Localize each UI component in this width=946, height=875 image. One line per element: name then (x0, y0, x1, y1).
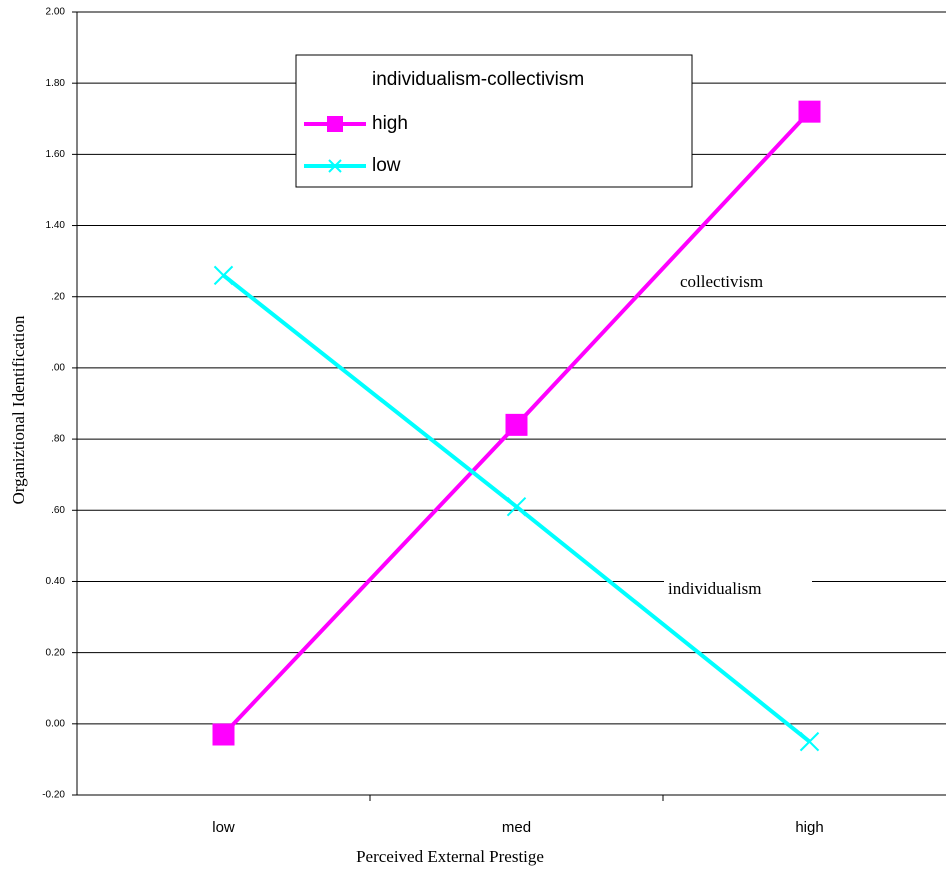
legend-title: individualism-collectivism (372, 69, 584, 90)
y-tick-label: 0.00 (46, 718, 66, 729)
legend-label: high (372, 113, 408, 134)
y-tick-label: .00 (51, 363, 65, 374)
marker (799, 731, 820, 752)
y-tick-label: .60 (51, 505, 65, 516)
marker (798, 100, 821, 123)
series-line (222, 273, 811, 744)
x-tick-label: high (795, 819, 823, 836)
y-tick-label: 1.80 (46, 78, 66, 89)
y-tick-label: .20 (51, 291, 65, 302)
marker (212, 723, 235, 746)
x-axis-label: Perceived External Prestige (356, 847, 544, 866)
legend-marker (328, 159, 342, 173)
annotation-bg (664, 580, 812, 600)
marker (505, 413, 528, 436)
y-axis-label: Organiztional Identification (9, 315, 28, 504)
y-tick-label: 0.40 (46, 576, 66, 587)
marker (213, 265, 234, 286)
annotation: collectivism (680, 272, 763, 291)
x-tick-label: med (502, 819, 531, 836)
y-tick-label: -0.20 (42, 790, 65, 801)
y-tick-label: 1.40 (46, 220, 66, 231)
legend-label: low (372, 155, 401, 176)
y-tick-label: 0.20 (46, 647, 66, 658)
annotation-bg (676, 273, 806, 293)
legend-marker (327, 116, 343, 132)
y-tick-label: 1.60 (46, 149, 66, 160)
marker (506, 497, 527, 517)
annotation: individualism (668, 579, 762, 598)
y-tick-label: .80 (51, 434, 65, 445)
y-tick-label: 2.00 (46, 7, 66, 18)
legend: individualism-collectivism high low (295, 54, 693, 188)
x-tick-label: low (212, 819, 235, 836)
